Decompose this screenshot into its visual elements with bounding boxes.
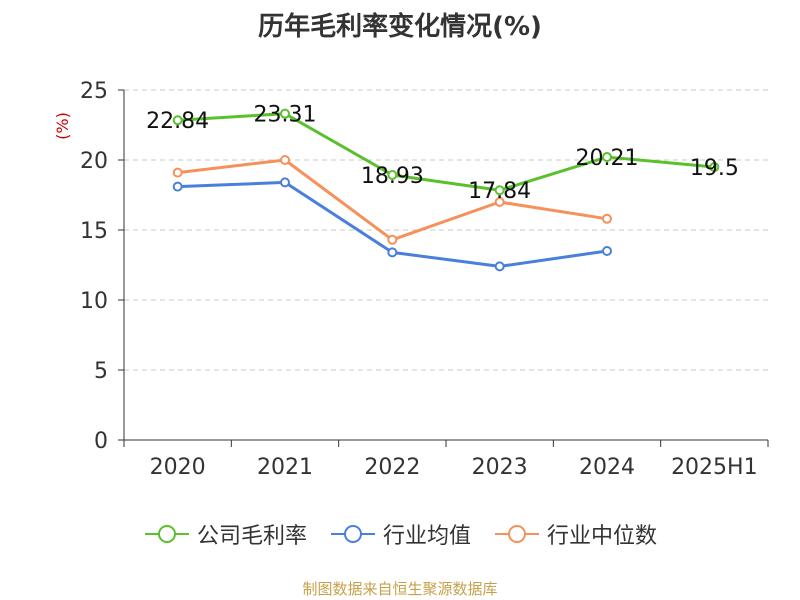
data-labels: 22.84 23.31 18.93 17.84 20.21 19.5: [146, 103, 739, 205]
legend-item[interactable]: 行业中位数: [493, 518, 657, 550]
legend-swatch-icon: [330, 525, 375, 543]
legend-item[interactable]: 公司毛利率: [143, 518, 307, 550]
legend-swatch-marker: [508, 525, 526, 543]
legend-swatch-marker: [157, 525, 176, 543]
data-point: [280, 155, 290, 165]
y-tick-label: 25: [80, 79, 108, 104]
data-label: 17.84: [468, 179, 531, 204]
x-tick-label: 2020: [150, 455, 206, 480]
y-tick-label: 15: [80, 219, 108, 244]
data-point: [172, 181, 183, 192]
data-point: [602, 213, 612, 224]
data-point: [494, 185, 505, 196]
legend-swatch-icon: [495, 525, 539, 543]
y-tick-label: 20: [80, 149, 108, 174]
legend-label: 行业中位数: [547, 524, 658, 549]
data-point: [494, 197, 505, 207]
data-point: [387, 247, 398, 258]
chart-title: 历年毛利率变化情况(%): [258, 12, 542, 42]
data-label: 19.5: [690, 156, 739, 181]
x-tick-label: 2024: [579, 455, 635, 480]
grid-lines: [124, 89, 768, 371]
data-label: 23.31: [254, 103, 317, 128]
y-tick-label: 10: [80, 289, 108, 314]
data-point: [280, 108, 290, 119]
data-point: [709, 162, 720, 172]
data-point: [172, 167, 183, 178]
x-tick-label: 2023: [472, 455, 528, 480]
data-point: [494, 261, 505, 272]
legend: 公司毛利率 行业均值 行业中位数: [0, 518, 800, 550]
legend-item[interactable]: 行业均值: [329, 518, 471, 550]
data-point: [387, 169, 398, 180]
data-label: 18.93: [361, 164, 424, 189]
legend-label: 行业均值: [382, 524, 471, 549]
legend-swatch-marker: [343, 525, 362, 543]
legend-swatch-icon: [144, 525, 189, 543]
axes: 0 5 10 15 20 25 2020 2021 2022 2023 2024 2025H1: [80, 79, 769, 480]
legend-label: 公司毛利率: [196, 524, 307, 549]
source-note: 制图数据来自恒生聚源数据库: [302, 580, 498, 598]
y-axis-label: (%): [53, 112, 72, 140]
y-tick-label: 0: [94, 429, 108, 454]
data-point: [387, 234, 398, 245]
series-lines: [172, 108, 720, 272]
data-point: [280, 177, 290, 188]
y-tick-label: 5: [94, 359, 108, 384]
data-label: 22.84: [146, 109, 209, 134]
x-tick-label: 2022: [364, 455, 420, 480]
series-line: [177, 112, 715, 192]
data-point: [172, 115, 183, 126]
x-tick-label: 2021: [257, 455, 313, 480]
data-label: 20.21: [576, 146, 639, 171]
x-tick-label: 2025H1: [671, 455, 758, 480]
data-point: [602, 246, 612, 256]
data-point: [602, 152, 612, 163]
